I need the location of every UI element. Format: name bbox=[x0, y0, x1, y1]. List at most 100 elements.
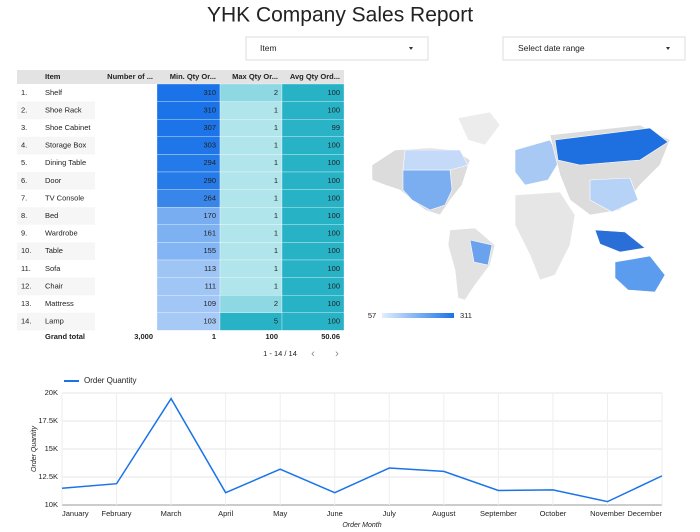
cell: 4. bbox=[21, 141, 27, 150]
x-tick-label: April bbox=[218, 509, 233, 518]
cell: 1 bbox=[274, 105, 278, 114]
russia bbox=[554, 127, 669, 166]
cell: 294 bbox=[203, 158, 216, 167]
x-tick-label: August bbox=[432, 509, 456, 518]
map-legend-max: 311 bbox=[460, 311, 472, 320]
cell: 1 bbox=[274, 264, 278, 273]
total-cell: 3,000 bbox=[134, 332, 153, 341]
dropdown-label[interactable]: Item bbox=[260, 43, 277, 53]
table-header-bg bbox=[17, 70, 344, 84]
cell: Dining Table bbox=[45, 158, 86, 167]
y-tick-label: 20K bbox=[45, 388, 58, 397]
heat-cell bbox=[219, 83, 283, 102]
africa bbox=[514, 191, 576, 281]
cell: 310 bbox=[203, 88, 216, 97]
cell: 100 bbox=[327, 158, 340, 167]
x-tick-label: September bbox=[480, 509, 517, 518]
table: Item Number of ... Min. Qty Or... Max Qty O… bbox=[17, 70, 345, 341]
cell: 1 bbox=[274, 141, 278, 150]
heat-cell bbox=[219, 277, 283, 296]
world-map bbox=[371, 111, 671, 301]
x-tick-label: November bbox=[590, 509, 625, 518]
heat-cell bbox=[219, 242, 283, 261]
x-tick-label: December bbox=[627, 509, 662, 518]
australia bbox=[614, 255, 666, 293]
cell: 100 bbox=[327, 246, 340, 255]
item-filter[interactable]: Item bbox=[245, 36, 429, 61]
x-tick-label: March bbox=[161, 509, 182, 518]
cell: 100 bbox=[327, 193, 340, 202]
column-header: Number of ... bbox=[107, 72, 153, 81]
cell: Storage Box bbox=[45, 141, 87, 150]
cell: 5 bbox=[274, 317, 278, 326]
cell: Lamp bbox=[45, 317, 64, 326]
cell: 12. bbox=[21, 281, 31, 290]
cell: 1 bbox=[274, 158, 278, 167]
prev-page[interactable]: ‹ bbox=[311, 348, 315, 360]
cell: 10. bbox=[21, 246, 31, 255]
cell: Door bbox=[45, 176, 62, 185]
y-tick-label: 15K bbox=[45, 444, 58, 453]
cell: 100 bbox=[327, 299, 340, 308]
cell: 1 bbox=[274, 246, 278, 255]
row-bg bbox=[17, 136, 95, 155]
cell: 1 bbox=[274, 281, 278, 290]
cell: 7. bbox=[21, 193, 27, 202]
heat-cell bbox=[219, 259, 283, 278]
dropdown-arrow[interactable] bbox=[409, 47, 413, 50]
cell: Table bbox=[45, 246, 63, 255]
y-tick-label: 10K bbox=[45, 500, 58, 509]
y-axis-label: Order Quantity bbox=[31, 426, 38, 472]
heat-cell bbox=[219, 295, 283, 313]
row-bg bbox=[17, 242, 95, 260]
heat-cell bbox=[219, 171, 283, 190]
column-header: Item bbox=[45, 72, 61, 81]
cell: 1 bbox=[274, 193, 278, 202]
dropdown-box[interactable] bbox=[245, 36, 429, 61]
cell: Sofa bbox=[45, 264, 61, 273]
y-tick-label: 17.5K bbox=[38, 416, 58, 425]
cell: Mattress bbox=[45, 299, 74, 308]
cell: 100 bbox=[327, 229, 340, 238]
column-header: Max Qty Or... bbox=[232, 72, 278, 81]
date-filter[interactable]: Select date range bbox=[502, 36, 686, 61]
map-legend-min: 57 bbox=[368, 311, 376, 320]
cell: 1 bbox=[274, 176, 278, 185]
cell: Chair bbox=[45, 281, 63, 290]
row-bg bbox=[17, 277, 95, 296]
x-tick-label: May bbox=[273, 509, 287, 518]
dropdown-arrow[interactable] bbox=[666, 47, 670, 50]
cell: 109 bbox=[203, 299, 216, 308]
dropdown-label[interactable]: Select date range bbox=[518, 43, 585, 53]
row-bg bbox=[17, 101, 95, 120]
cell: 1 bbox=[274, 229, 278, 238]
brazil bbox=[469, 239, 493, 266]
cell: 6. bbox=[21, 176, 27, 185]
europe bbox=[514, 139, 561, 186]
heat-cell bbox=[219, 312, 283, 331]
cell: 100 bbox=[327, 88, 340, 97]
heat-cell bbox=[219, 224, 283, 243]
next-page[interactable]: › bbox=[335, 348, 339, 360]
cell: 307 bbox=[203, 123, 216, 132]
heat-cell bbox=[219, 136, 283, 155]
cell: 100 bbox=[327, 264, 340, 273]
cell: TV Console bbox=[45, 193, 84, 202]
cell: 2. bbox=[21, 105, 27, 114]
cell: 155 bbox=[203, 246, 216, 255]
heat-cell bbox=[219, 154, 283, 173]
dropdown-box[interactable] bbox=[502, 36, 686, 61]
greenland bbox=[457, 111, 501, 146]
map-legend-bar bbox=[382, 313, 454, 318]
total-cell: 50.06 bbox=[321, 332, 340, 341]
cell: 264 bbox=[203, 193, 216, 202]
heat-cell bbox=[219, 101, 283, 120]
row-bg bbox=[17, 207, 95, 225]
row-bg bbox=[17, 172, 95, 190]
cell: 303 bbox=[203, 141, 216, 150]
cell: Wardrobe bbox=[45, 229, 78, 238]
line bbox=[61, 397, 663, 503]
x-tick-label: October bbox=[540, 509, 567, 518]
x-tick-label: February bbox=[102, 509, 132, 518]
